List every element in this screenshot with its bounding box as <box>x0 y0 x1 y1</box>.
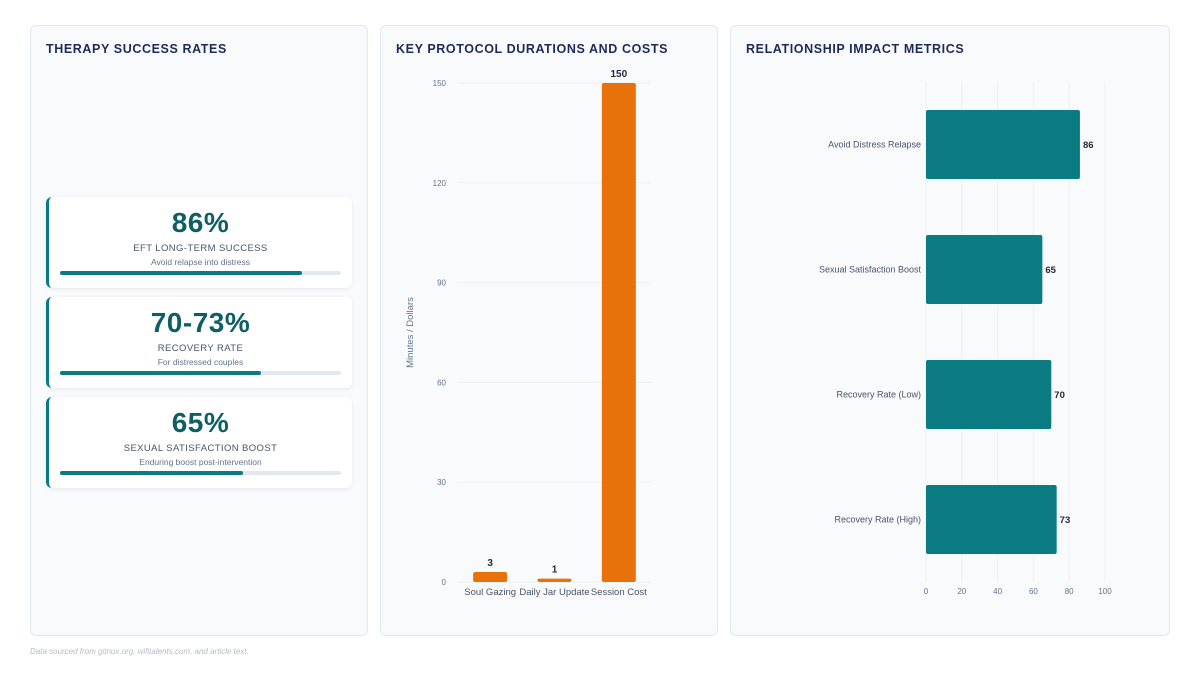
x-tick-label: 80 <box>1065 587 1074 596</box>
progress-fill <box>60 371 261 375</box>
bar-value-label: 86 <box>1083 140 1094 151</box>
bar <box>926 235 1043 304</box>
y-axis-label: Minutes / Dollars <box>405 297 416 368</box>
y-category-label: Recovery Rate (High) <box>834 515 921 525</box>
bar <box>926 110 1080 179</box>
progress-track <box>60 271 341 275</box>
bar-value-label: 150 <box>610 69 627 80</box>
stat-value: 86% <box>171 207 230 238</box>
y-tick-label: 120 <box>433 179 447 188</box>
y-tick-label: 60 <box>437 378 446 387</box>
stat-card-sexual: 65% SEXUAL SATISFACTION BOOST Enduring b… <box>46 397 352 488</box>
progress-track <box>60 471 341 475</box>
impact-panel: RELATIONSHIP IMPACT METRICS 0 20 40 60 80 100… <box>730 25 1170 636</box>
bar-value-label: 3 <box>487 558 493 569</box>
bar <box>926 485 1057 554</box>
x-tick-label: 20 <box>957 587 966 596</box>
y-category-label: Avoid Distress Relapse <box>828 140 921 150</box>
progress-track <box>60 371 341 375</box>
stat-label: EFT LONG-TERM SUCCESS <box>133 243 268 254</box>
y-tick-label: 90 <box>437 279 446 288</box>
bar-value-label: 65 <box>1045 265 1056 276</box>
progress-fill <box>60 471 243 475</box>
stat-value: 65% <box>171 407 230 438</box>
bar-value-label: 1 <box>552 565 558 576</box>
stat-subtitle: Avoid relapse into distress <box>150 257 251 267</box>
bar <box>473 572 508 582</box>
y-tick-label: 30 <box>437 478 446 487</box>
stat-label: SEXUAL SATISFACTION BOOST <box>123 443 278 454</box>
panel-title: RELATIONSHIP IMPACT METRICS <box>746 42 965 56</box>
x-tick-label: 60 <box>1029 587 1038 596</box>
x-category-label: Soul Gazing <box>464 587 516 598</box>
panel-title: KEY PROTOCOL DURATIONS AND COSTS <box>396 42 669 56</box>
y-tick-label: 150 <box>433 79 447 88</box>
x-tick-label: 100 <box>1098 587 1112 596</box>
bar <box>601 83 636 582</box>
source-footnote: Data sourced from gitnux.org, wifitalent… <box>30 647 249 656</box>
y-tick-label: 0 <box>442 578 447 587</box>
therapy-success-panel: THERAPY SUCCESS RATES 86% EFT LONG-TERM … <box>30 25 368 636</box>
bar-value-label: 73 <box>1060 515 1071 526</box>
bar-value-label: 70 <box>1054 390 1065 401</box>
x-tick-label: 40 <box>993 587 1002 596</box>
stat-subtitle: Enduring boost post-intervention <box>139 457 262 467</box>
x-category-label: Daily Jar Update <box>519 587 589 598</box>
panel-title: THERAPY SUCCESS RATES <box>46 42 227 56</box>
stat-card-recovery: 70-73% RECOVERY RATE For distressed coup… <box>46 297 352 388</box>
bar <box>926 360 1052 429</box>
stat-value: 70-73% <box>150 307 251 338</box>
protocol-bar-chart: 0 30 60 90 120 150 Minutes / Dollars 3 Soul Gazi… <box>405 69 651 598</box>
stat-subtitle: For distressed couples <box>157 357 244 367</box>
stat-label: RECOVERY RATE <box>157 343 244 354</box>
x-category-label: Session Cost <box>591 587 647 598</box>
impact-bar-chart: 0 20 40 60 80 100 86 Avoid Distress Relapse 65 Se… <box>819 82 1112 596</box>
protocol-panel: KEY PROTOCOL DURATIONS AND COSTS 0 30 60 90… <box>380 25 718 636</box>
y-category-label: Sexual Satisfaction Boost <box>819 265 922 275</box>
progress-fill <box>60 271 302 275</box>
y-category-label: Recovery Rate (Low) <box>836 390 921 400</box>
stat-card-eft: 86% EFT LONG-TERM SUCCESS Avoid relapse … <box>46 197 352 288</box>
x-tick-label: 0 <box>924 587 929 596</box>
bar <box>537 578 572 582</box>
